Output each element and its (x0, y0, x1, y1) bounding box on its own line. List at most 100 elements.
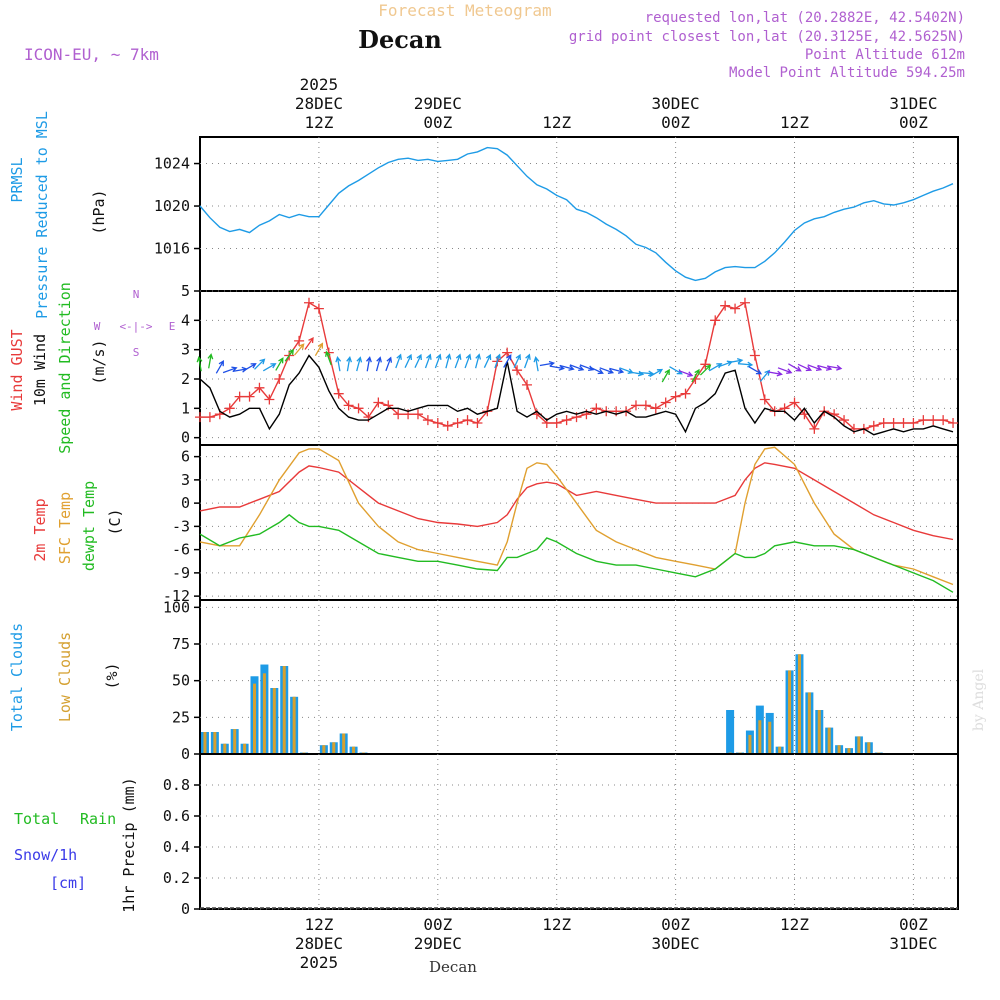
wind-direction-arrow (788, 363, 802, 372)
model-altitude: Model Point Altitude 594.25m (729, 65, 965, 81)
gust-marker (809, 423, 820, 434)
low-cloud-bar (807, 692, 811, 754)
low-cloud-bar (352, 746, 356, 754)
low-cloud-bar (322, 745, 326, 754)
wind-direction-arrow (678, 370, 694, 377)
y-tick-label: 50 (172, 672, 190, 690)
time-axis-label: 00Z (423, 113, 452, 132)
y-tick-label: 100 (163, 598, 190, 616)
wind-direction-arrow (454, 353, 462, 369)
gust-marker (512, 365, 523, 376)
gust-marker (224, 403, 235, 414)
gust-marker (264, 394, 275, 405)
wind-direction-arrow (196, 356, 203, 372)
time-axis-label: 31DEC (889, 94, 937, 113)
time-axis-label: 28DEC (295, 934, 343, 953)
y-tick-label: 1 (181, 399, 190, 417)
time-axis-label: 28DEC (295, 94, 343, 113)
panel-frame (199, 136, 959, 292)
low-cloud-bar (262, 673, 266, 754)
temperature-panel: -12 -9 -6 -3 0 3 6 (163, 444, 959, 605)
low-cloud-bar (817, 710, 821, 754)
low-cloud-bar (788, 670, 792, 754)
wind-direction-arrow (494, 353, 502, 369)
wind-direction-arrow (414, 353, 422, 368)
wind-direction-arrow (628, 370, 645, 377)
wind-label: 10m Wind (31, 334, 49, 406)
wind-direction-arrow (294, 343, 305, 356)
gust-marker (759, 394, 770, 405)
gust-marker (442, 420, 453, 431)
gust-marker (254, 382, 265, 393)
time-axis-label: 12Z (542, 915, 571, 934)
gust-marker (650, 403, 661, 414)
gust-marker (660, 397, 671, 408)
time-axis-label: 29DEC (414, 934, 462, 953)
credit: by Angel (971, 668, 987, 731)
compass-n: N (133, 288, 140, 301)
y-tick-label: -9 (172, 564, 190, 582)
gust-marker (195, 412, 205, 423)
y-tick-label: -12 (163, 587, 190, 605)
gust-marker (452, 418, 463, 428)
prmsl-label: PRMSL (8, 157, 26, 202)
gust-marker (878, 418, 889, 428)
gust-marker (412, 409, 423, 420)
wind-direction-arrow (539, 360, 556, 367)
y-tick-label: 3 (181, 341, 190, 359)
wind-direction-arrow (385, 356, 393, 372)
footer-location: Decan (429, 958, 477, 976)
subtitle: Forecast Meteogram (378, 1, 551, 20)
wind-direction-arrow (304, 337, 314, 350)
gust-marker (908, 418, 919, 428)
total-cloud-bar (726, 710, 735, 754)
grid-point-coords: grid point closest lon,lat (20.3125E, 42… (569, 29, 965, 45)
gust-marker (948, 418, 959, 428)
precip-panel: 0 0.2 0.4 0.6 0.8 (163, 753, 959, 918)
low-cloud-bar (758, 720, 762, 754)
gust-marker (432, 418, 443, 428)
gust-marker (462, 415, 473, 426)
gust-marker (303, 297, 314, 308)
time-axis-label: 2025 (300, 75, 339, 94)
low-cloud-bar (203, 732, 207, 754)
wind-direction-arrow (483, 353, 492, 368)
low-cloud-bar (282, 666, 286, 754)
wind-direction-arrow (243, 363, 257, 372)
gust-label: Wind GUST (8, 329, 26, 410)
panel-frame (199, 599, 959, 755)
wind-direction-arrow (559, 364, 575, 371)
wind-direction-arrow (737, 361, 754, 368)
low-cloud-bar (243, 743, 247, 754)
gust-marker (710, 315, 721, 326)
wind-direction-arrow (222, 366, 238, 374)
low-cloud-bar (857, 736, 861, 754)
series-line-sfc-temp (199, 446, 954, 586)
panel-frame (199, 753, 959, 910)
y-tick-label: 75 (172, 635, 190, 653)
low-cloud-bar (272, 688, 276, 754)
rain-label: Rain (80, 810, 116, 828)
low-cloud-bar (778, 746, 782, 754)
wind-direction-arrow (445, 353, 452, 369)
series-line-wind-gust (200, 301, 954, 431)
time-axis-label: 00Z (899, 113, 928, 132)
gust-marker (730, 303, 741, 314)
gust-marker (274, 374, 285, 384)
low-cloud-bar (213, 732, 217, 754)
y-tick-label: 3 (181, 471, 190, 489)
y-tick-label: 0 (181, 900, 190, 918)
point-altitude: Point Altitude 612m (805, 47, 965, 63)
wind-direction-arrow (691, 368, 700, 383)
wind-direction-arrow (777, 367, 793, 374)
wind-unit: (m/s) (90, 339, 108, 384)
wind-direction-arrow (325, 350, 332, 366)
requested-coords: requested lon,lat (20.2882E, 42.5402N) (645, 10, 965, 26)
low-clouds-label: Low Clouds (56, 632, 74, 722)
wind-direction-arrow (699, 364, 712, 376)
wind-direction-arrow (346, 356, 353, 372)
clouds-panel: 0 25 50 75 100 (163, 598, 959, 763)
low-cloud-bar (332, 742, 336, 754)
gust-marker (888, 418, 899, 428)
gust-marker (680, 388, 691, 399)
